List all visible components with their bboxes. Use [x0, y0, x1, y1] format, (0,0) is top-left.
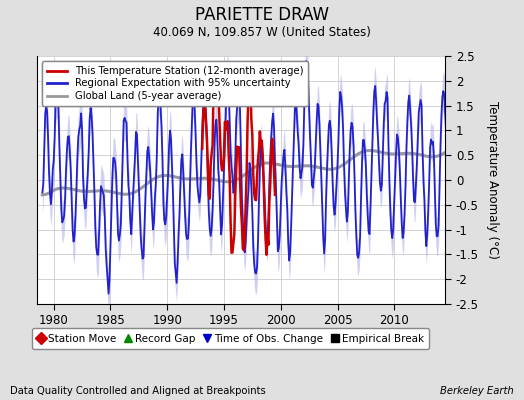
Text: PARIETTE DRAW: PARIETTE DRAW [195, 6, 329, 24]
Text: Data Quality Controlled and Aligned at Breakpoints: Data Quality Controlled and Aligned at B… [10, 386, 266, 396]
Y-axis label: Temperature Anomaly (°C): Temperature Anomaly (°C) [486, 101, 499, 259]
Text: 40.069 N, 109.857 W (United States): 40.069 N, 109.857 W (United States) [153, 26, 371, 39]
Text: Berkeley Earth: Berkeley Earth [440, 386, 514, 396]
Legend: Station Move, Record Gap, Time of Obs. Change, Empirical Break: Station Move, Record Gap, Time of Obs. C… [31, 328, 430, 349]
Legend: This Temperature Station (12-month average), Regional Expectation with 95% uncer: This Temperature Station (12-month avera… [42, 61, 308, 106]
